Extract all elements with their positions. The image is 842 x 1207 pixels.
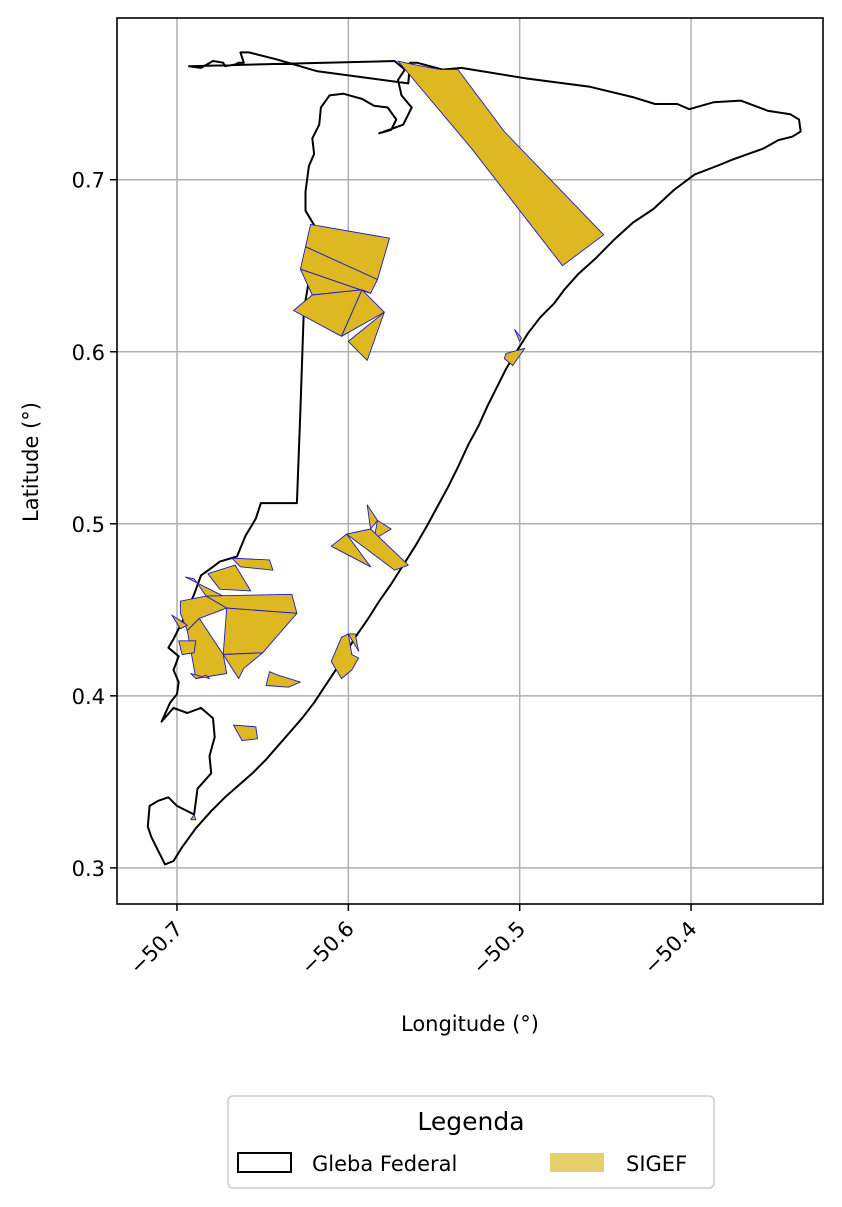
y-tick-label: 0.6: [72, 341, 105, 365]
sigef-parcel: [341, 289, 385, 337]
sigef-parcel: [503, 347, 526, 366]
x-axis-title: Longitude (°): [401, 1012, 539, 1036]
sigef-parcel: [222, 652, 264, 680]
sigef-parcel: [397, 60, 605, 267]
sigef-parcel: [346, 528, 409, 571]
legend-label-gleba-federal: Gleba Federal: [312, 1152, 457, 1176]
y-axis-title: Latitude (°): [19, 402, 43, 522]
sigef-parcel: [373, 519, 392, 540]
y-tick-label: 0.3: [72, 857, 105, 881]
sigef-parcel: [265, 671, 301, 688]
sigef-parcel: [366, 504, 378, 530]
sigef-parcel: [190, 673, 210, 680]
legend-swatch-gleba-federal: [237, 1152, 292, 1173]
legend: Legenda Gleba Federal SIGEF: [227, 1095, 715, 1189]
sigef-parcel: [330, 633, 360, 680]
sigef-parcel: [190, 814, 197, 821]
legend-swatch-sigef: [550, 1153, 604, 1172]
sigef-layer: [171, 60, 605, 821]
sigef-parcel: [178, 640, 197, 655]
legend-label-sigef: SIGEF: [626, 1152, 687, 1176]
y-tick-label: 0.4: [72, 685, 105, 709]
sigef-parcel: [347, 311, 385, 361]
sigef-parcel: [171, 614, 188, 630]
legend-title: Legenda: [417, 1107, 524, 1136]
sigef-parcel: [347, 633, 360, 652]
sigef-parcel: [231, 557, 274, 571]
plot-frame: [116, 17, 824, 905]
y-tick-label: 0.5: [72, 513, 105, 537]
sigef-parcel: [330, 533, 372, 568]
sigef-parcel: [514, 328, 522, 342]
y-tick-label: 0.7: [72, 169, 105, 193]
sigef-parcel: [186, 617, 228, 680]
sigef-parcel: [233, 724, 258, 742]
sigef-parcel: [207, 564, 252, 592]
